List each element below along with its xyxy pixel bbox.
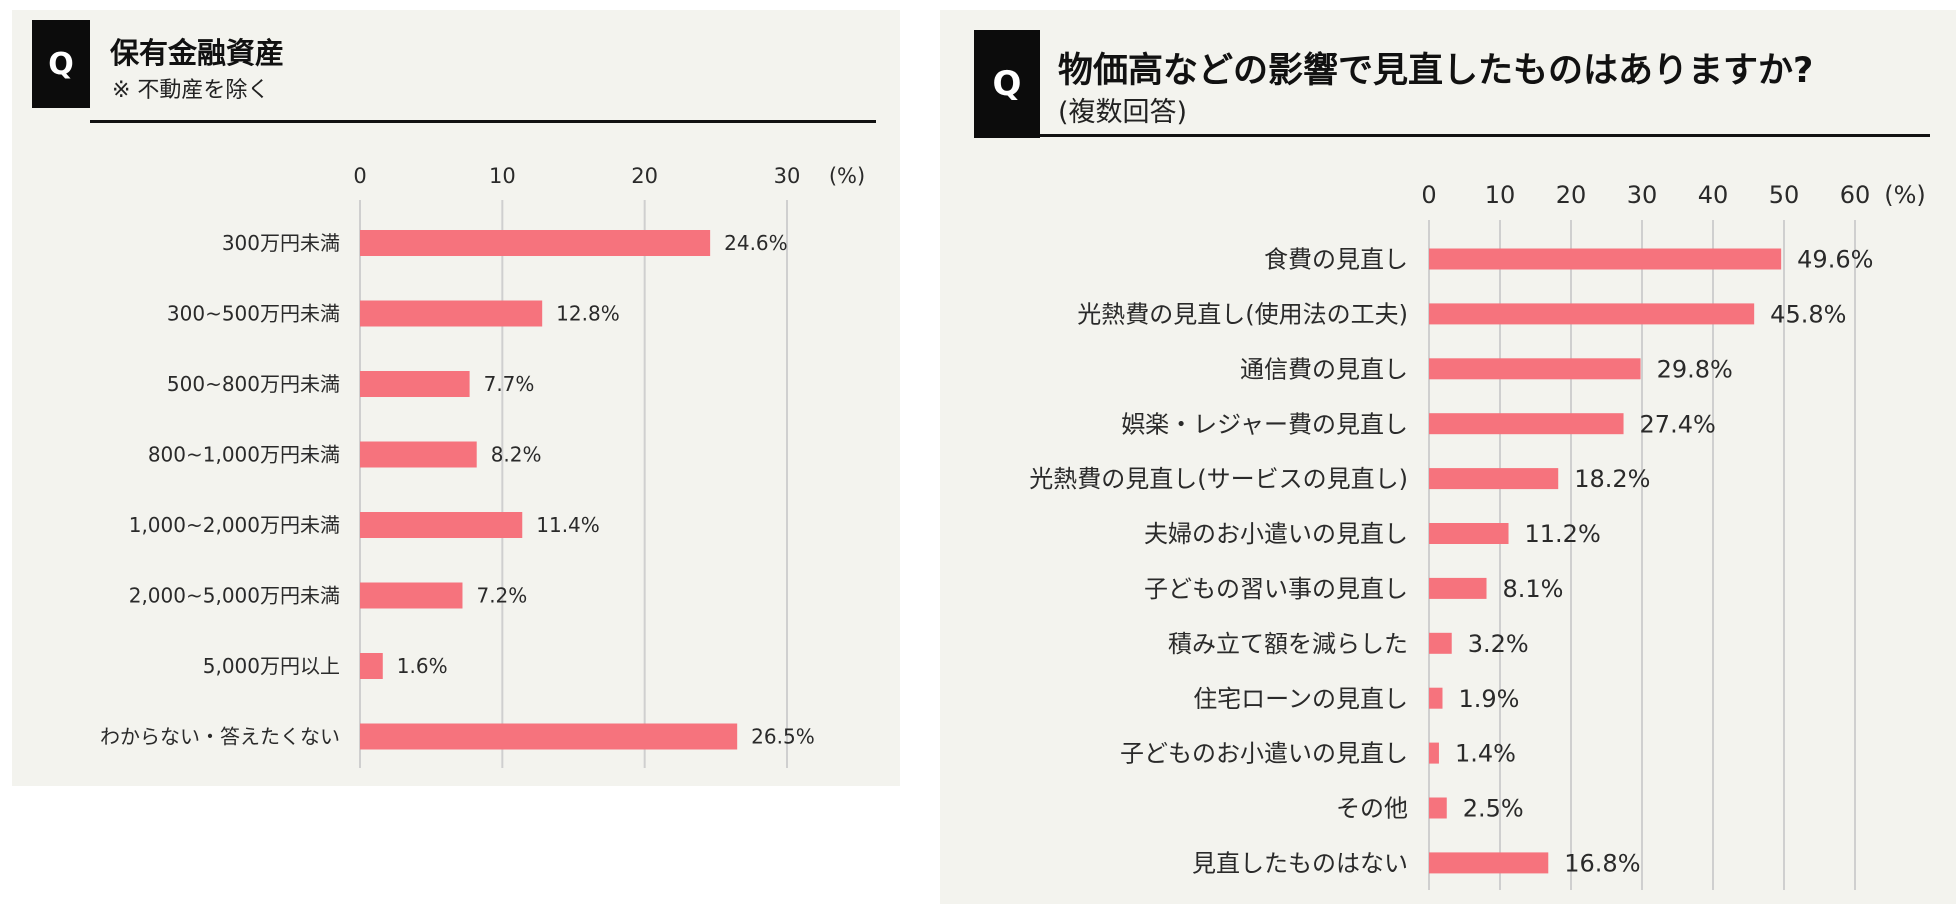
value-label: 11.2% bbox=[1525, 520, 1601, 548]
value-label: 16.8% bbox=[1564, 850, 1640, 878]
category-label: 300~500万円未満 bbox=[167, 302, 340, 326]
category-label: 子どもの習い事の見直し bbox=[1144, 575, 1408, 603]
value-label: 7.2% bbox=[476, 584, 527, 608]
bar-2 bbox=[360, 300, 543, 327]
q-badge: Q bbox=[974, 30, 1040, 138]
value-label: 18.2% bbox=[1574, 465, 1650, 493]
category-label: 光熱費の見直し(使用法の工夫) bbox=[1077, 301, 1408, 329]
value-label: 49.6% bbox=[1797, 246, 1873, 274]
category-label: 食費の見直し bbox=[1264, 246, 1408, 274]
category-label: 5,000万円以上 bbox=[203, 654, 340, 678]
axis-unit-label: (%) bbox=[829, 164, 865, 188]
title-underline bbox=[1040, 134, 1930, 137]
value-label: 8.1% bbox=[1503, 575, 1564, 603]
right-chart-panel: Q 物価高などの影響で見直したものはありますか? (複数回答) bbox=[940, 10, 1956, 904]
bar-3 bbox=[1429, 358, 1641, 380]
x-tick-label: 0 bbox=[353, 164, 366, 188]
bar-7 bbox=[1429, 577, 1487, 599]
bar-8 bbox=[1429, 632, 1452, 654]
bar-2 bbox=[1429, 303, 1755, 325]
category-label: その他 bbox=[1336, 795, 1408, 823]
category-label: 2,000~5,000万円未満 bbox=[129, 584, 340, 608]
category-label: 1,000~2,000万円未満 bbox=[129, 513, 340, 537]
bar-12 bbox=[1429, 852, 1549, 874]
x-tick-label: 60 bbox=[1840, 181, 1871, 209]
x-tick-label: 30 bbox=[774, 164, 801, 188]
bar-1 bbox=[360, 230, 711, 256]
bar-4 bbox=[1429, 413, 1624, 435]
value-label: 1.6% bbox=[397, 654, 448, 678]
bar-1 bbox=[1429, 248, 1782, 270]
bar-6 bbox=[360, 582, 463, 609]
x-tick-label: 50 bbox=[1769, 181, 1800, 209]
value-label: 12.8% bbox=[556, 302, 620, 326]
x-tick-label: 10 bbox=[1485, 181, 1516, 209]
value-label: 27.4% bbox=[1640, 410, 1716, 438]
value-label: 1.4% bbox=[1455, 740, 1516, 768]
value-label: 3.2% bbox=[1468, 630, 1529, 658]
category-label: 500~800万円未満 bbox=[167, 372, 340, 396]
value-label: 29.8% bbox=[1657, 355, 1733, 383]
q-badge: Q bbox=[32, 20, 90, 108]
value-label: 2.5% bbox=[1463, 795, 1524, 823]
x-tick-label: 20 bbox=[631, 164, 658, 188]
bar-9 bbox=[1429, 687, 1443, 709]
chart-title: 保有金融資産 bbox=[110, 36, 285, 70]
category-label: わからない・答えたくない bbox=[100, 725, 340, 749]
bar-7 bbox=[360, 653, 383, 679]
value-label: 26.5% bbox=[751, 725, 815, 749]
chart-subtitle: (複数回答) bbox=[1058, 97, 1188, 128]
value-label: 8.2% bbox=[491, 443, 542, 467]
category-label: 子どものお小遣いの見直し bbox=[1120, 740, 1408, 768]
chart-title: 物価高などの影響で見直したものはありますか? bbox=[1058, 51, 1814, 91]
axis-unit-label: (%) bbox=[1884, 181, 1926, 209]
category-label: 光熱費の見直し(サービスの見直し) bbox=[1029, 465, 1408, 493]
bar-10 bbox=[1429, 742, 1439, 764]
bar-8 bbox=[360, 723, 738, 750]
bar-3 bbox=[360, 371, 470, 397]
value-label: 7.7% bbox=[484, 372, 535, 396]
title-underline bbox=[90, 120, 876, 123]
category-label: 見直したものはない bbox=[1192, 850, 1408, 878]
x-tick-label: 10 bbox=[489, 164, 516, 188]
x-tick-label: 0 bbox=[1421, 181, 1436, 209]
bar-6 bbox=[1429, 523, 1509, 544]
category-label: 800~1,000万円未満 bbox=[148, 443, 340, 467]
value-label: 1.9% bbox=[1458, 685, 1519, 713]
x-tick-label: 20 bbox=[1556, 181, 1587, 209]
value-label: 24.6% bbox=[724, 231, 788, 255]
bar-5 bbox=[360, 512, 523, 538]
left-chart-panel: Q 保有金融資産 ※ 不動産を除く bbox=[12, 10, 900, 786]
category-label: 通信費の見直し bbox=[1240, 355, 1408, 383]
bar-5 bbox=[1429, 468, 1559, 490]
x-tick-label: 30 bbox=[1627, 181, 1658, 209]
value-label: 11.4% bbox=[536, 513, 600, 537]
bar-11 bbox=[1429, 797, 1447, 819]
bar-4 bbox=[360, 441, 477, 468]
chart-subtitle: ※ 不動産を除く bbox=[112, 78, 270, 103]
value-label: 45.8% bbox=[1770, 301, 1846, 329]
x-tick-label: 40 bbox=[1698, 181, 1729, 209]
category-label: 夫婦のお小遣いの見直し bbox=[1144, 520, 1408, 548]
category-label: 300万円未満 bbox=[222, 231, 340, 255]
category-label: 娯楽・レジャー費の見直し bbox=[1121, 410, 1408, 438]
category-label: 住宅ローンの見直し bbox=[1193, 685, 1408, 713]
category-label: 積み立て額を減らした bbox=[1168, 630, 1408, 658]
